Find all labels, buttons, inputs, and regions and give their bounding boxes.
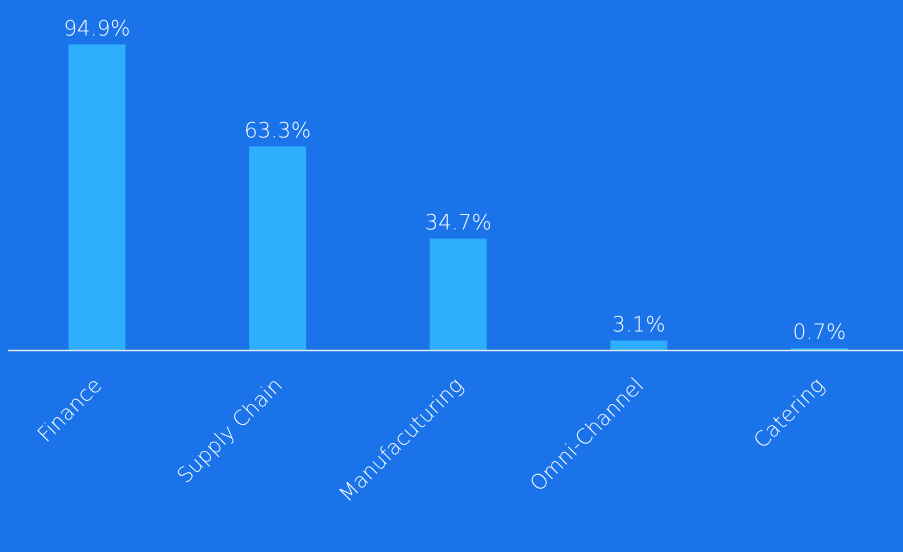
bar-manufacuturing xyxy=(429,238,487,351)
data-label-supply-chain: 63.3% xyxy=(244,118,311,142)
bar-finance xyxy=(68,44,126,351)
data-label-manufacuturing: 34.7% xyxy=(425,211,492,235)
data-label-omni-channel: 3.1% xyxy=(612,313,665,337)
bar-supply-chain xyxy=(249,146,307,351)
data-label-catering: 0.7% xyxy=(793,320,846,344)
bar-omni-channel xyxy=(610,340,668,351)
bar-catering xyxy=(790,348,848,351)
data-label-finance: 94.9% xyxy=(64,16,131,40)
value-labels-layer: 94.9% 63.3% 34.7% 3.1% 0.7% xyxy=(64,16,846,344)
bars-layer xyxy=(68,44,848,351)
